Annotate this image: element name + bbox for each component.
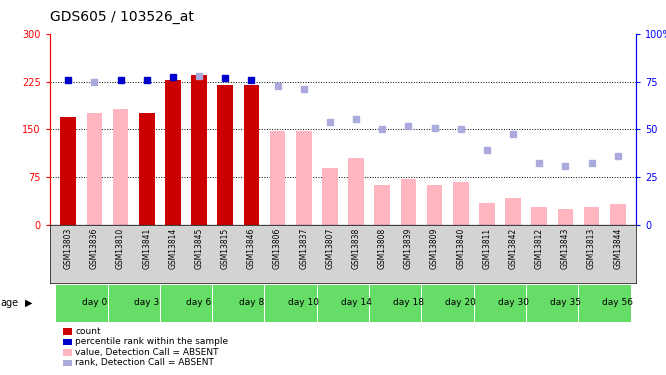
Bar — [270, 130, 286, 225]
Bar — [474, 284, 526, 322]
Bar — [217, 85, 233, 225]
Bar — [557, 209, 573, 225]
Text: day 14: day 14 — [340, 298, 372, 307]
Text: value, Detection Call = ABSENT: value, Detection Call = ABSENT — [75, 348, 218, 357]
Bar — [479, 202, 495, 225]
Bar — [244, 85, 259, 225]
Bar — [87, 113, 103, 225]
Text: day 6: day 6 — [186, 298, 212, 307]
Text: day 10: day 10 — [288, 298, 319, 307]
Text: day 8: day 8 — [239, 298, 264, 307]
Text: GSM13815: GSM13815 — [220, 228, 230, 269]
Bar — [427, 185, 442, 225]
Text: count: count — [75, 327, 101, 336]
Text: day 30: day 30 — [498, 298, 529, 307]
Text: percentile rank within the sample: percentile rank within the sample — [75, 338, 228, 346]
Bar — [317, 284, 369, 322]
Bar — [400, 179, 416, 225]
Bar — [505, 198, 521, 225]
Text: rank, Detection Call = ABSENT: rank, Detection Call = ABSENT — [75, 358, 214, 368]
Bar — [369, 284, 422, 322]
Text: GDS605 / 103526_at: GDS605 / 103526_at — [50, 10, 194, 24]
Text: GSM13840: GSM13840 — [456, 228, 466, 269]
Text: GSM13810: GSM13810 — [116, 228, 125, 269]
Bar — [61, 117, 76, 225]
Bar — [531, 207, 547, 225]
Text: GSM13806: GSM13806 — [273, 228, 282, 269]
Text: GSM13841: GSM13841 — [143, 228, 151, 269]
Bar — [579, 284, 631, 322]
Text: day 0: day 0 — [82, 298, 107, 307]
Text: GSM13836: GSM13836 — [90, 228, 99, 269]
Text: GSM13846: GSM13846 — [247, 228, 256, 269]
Text: GSM13844: GSM13844 — [613, 228, 622, 269]
Bar — [453, 182, 469, 225]
Bar — [583, 207, 599, 225]
Text: GSM13837: GSM13837 — [299, 228, 308, 269]
Bar — [191, 75, 207, 225]
Text: GSM13807: GSM13807 — [326, 228, 334, 269]
Bar — [374, 185, 390, 225]
Text: day 35: day 35 — [550, 298, 581, 307]
Text: GSM13814: GSM13814 — [168, 228, 177, 269]
Text: GSM13845: GSM13845 — [194, 228, 204, 269]
Bar — [296, 130, 312, 225]
Text: GSM13811: GSM13811 — [482, 228, 492, 269]
Text: GSM13808: GSM13808 — [378, 228, 387, 269]
Text: GSM13839: GSM13839 — [404, 228, 413, 269]
Text: GSM13803: GSM13803 — [64, 228, 73, 269]
Bar — [526, 284, 579, 322]
Bar — [107, 284, 160, 322]
Text: ▶: ▶ — [25, 298, 33, 308]
Bar — [212, 284, 264, 322]
Bar — [165, 80, 180, 225]
Text: day 18: day 18 — [393, 298, 424, 307]
Text: age: age — [0, 298, 18, 308]
Bar — [55, 284, 107, 322]
Text: day 20: day 20 — [446, 298, 476, 307]
Bar — [348, 158, 364, 225]
Bar — [264, 284, 317, 322]
Text: day 3: day 3 — [134, 298, 159, 307]
Bar — [610, 204, 625, 225]
Text: day 56: day 56 — [602, 298, 633, 307]
Bar — [113, 109, 129, 225]
Text: GSM13813: GSM13813 — [587, 228, 596, 269]
Bar — [422, 284, 474, 322]
Text: GSM13809: GSM13809 — [430, 228, 439, 269]
Text: GSM13838: GSM13838 — [352, 228, 360, 269]
Bar — [322, 168, 338, 225]
Bar — [139, 113, 155, 225]
Text: GSM13812: GSM13812 — [535, 228, 543, 269]
Bar — [160, 284, 212, 322]
Text: GSM13843: GSM13843 — [561, 228, 570, 269]
Text: GSM13842: GSM13842 — [509, 228, 517, 269]
